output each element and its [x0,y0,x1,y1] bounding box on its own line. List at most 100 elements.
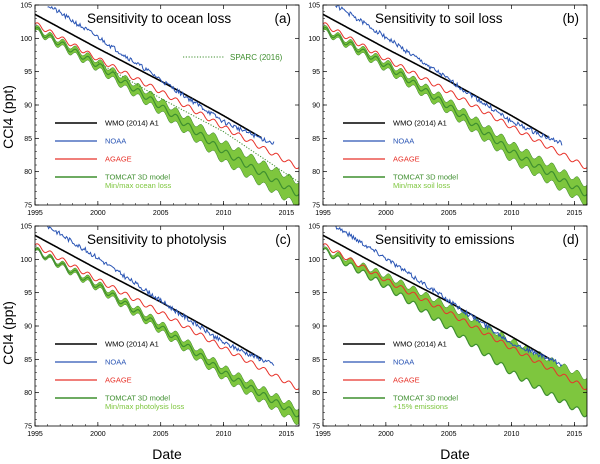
legend-label: TOMCAT 3D model [105,173,170,182]
legend-label: AGAGE [105,155,132,164]
y-tick-label: 95 [24,69,32,76]
y-tick-label: 75 [312,203,320,210]
x-axis-title-right: Date [440,446,470,462]
x-tick-label: 2010 [504,431,520,438]
panel-letter: (d) [563,232,580,247]
x-tick-label: 2000 [378,431,394,438]
legend-label-band: Min/max ocean loss [105,181,172,190]
series-agage [323,22,587,169]
x-tick-label: 2005 [153,431,169,438]
x-tick-label: 2010 [216,210,232,217]
y-tick-label: 85 [24,136,32,143]
legend-label: AGAGE [105,376,132,385]
legend-label: AGAGE [393,155,420,164]
legend-label: WMO (2014) A1 [393,119,447,128]
y-tick-label: 85 [312,136,320,143]
x-tick-label: 2015 [279,431,295,438]
panel-d: 1995 2000 2005 2010 2015 75 80 85 90 95 100 105 Sens… [308,224,588,438]
y-tick-label: 80 [24,390,32,397]
x-tick-label: 2015 [567,210,583,217]
y-axis-title-bottom: CCl4 (ppt) [0,301,16,365]
panel-a: 1995 2000 2005 2010 2015 75 80 85 90 95 100 105 Sens… [20,3,300,217]
legend-label: WMO (2014) A1 [105,119,159,128]
legend-label: TOMCAT 3D model [393,173,458,182]
series-tomcat-3d-model [35,247,299,418]
plot-area [323,5,587,205]
series-sparc-2016 [97,61,299,183]
y-tick-label: 80 [24,169,32,176]
y-tick-label: 80 [312,390,320,397]
panel-title: Sensitivity to emissions [375,232,515,247]
legend-label: NOAA [105,358,126,367]
legend-label-band: Min/max photolysis loss [105,402,184,411]
y-tick-label: 100 [308,36,320,43]
series-tomcat-3d-model [323,26,587,197]
y-tick-label: 85 [312,357,320,364]
series-tomcat-3d-model [323,247,587,418]
x-tick-label: 2005 [153,210,169,217]
legend-label-band: Min/max soil loss [393,181,450,190]
y-tick-label: 105 [308,3,320,10]
x-tick-label: 1995 [27,210,43,217]
x-tick-label: 2005 [441,431,457,438]
x-tick-label: 2005 [441,210,457,217]
y-tick-label: 95 [312,290,320,297]
series-noaa [335,5,563,146]
x-tick-label: 1995 [315,210,331,217]
y-tick-label: 100 [20,36,32,43]
y-tick-label: 105 [308,224,320,231]
legend-label: NOAA [393,137,414,146]
series-noaa [47,5,275,145]
x-tick-label: 2000 [90,431,106,438]
x-tick-label: 2015 [567,431,583,438]
x-tick-label: 2010 [504,210,520,217]
x-axis-title-left: Date [152,446,182,462]
panel-title: Sensitivity to ocean loss [87,11,231,26]
y-tick-label: 90 [312,324,320,331]
y-tick-label: 75 [312,424,320,431]
chart-panels: 1995 2000 2005 2010 2015 75 80 85 90 95 100 105 Sens… [20,3,588,438]
y-tick-label: 75 [24,203,32,210]
y-tick-label: 75 [24,424,32,431]
panel-letter: (b) [563,11,580,26]
plot-area [35,5,299,205]
series-tomcat-3d-model [35,26,299,197]
series-noaa [47,226,275,366]
x-tick-label: 2010 [216,431,232,438]
y-tick-label: 100 [20,257,32,264]
series-agage [323,243,587,390]
legend-label: AGAGE [393,376,420,385]
plot-area [35,226,299,425]
panel-letter: (c) [275,232,291,247]
y-tick-label: 85 [24,357,32,364]
panel-title: Sensitivity to photolysis [87,232,227,247]
legend-label: WMO (2014) A1 [393,340,447,349]
y-axis-title-top: CCl4 (ppt) [0,85,16,149]
panel-title: Sensitivity to soil loss [375,11,503,26]
x-tick-label: 2015 [279,210,295,217]
y-tick-label: 95 [24,290,32,297]
panel-letter: (a) [275,11,292,26]
x-tick-label: 1995 [27,431,43,438]
legend-label: NOAA [105,137,126,146]
y-tick-label: 90 [24,324,32,331]
x-tick-label: 1995 [315,431,331,438]
series-agage [35,243,299,390]
panel-b: 1995 2000 2005 2010 2015 75 80 85 90 95 100 105 Sens… [308,3,588,217]
legend-label-band: +15% emissions [393,402,448,411]
legend-label: TOMCAT 3D model [105,394,170,403]
y-tick-label: 95 [312,69,320,76]
y-tick-label: 105 [20,224,32,231]
y-tick-label: 90 [312,103,320,110]
y-tick-label: 90 [24,103,32,110]
sparc-legend-label: SPARC (2016) [230,53,283,62]
y-tick-label: 80 [312,169,320,176]
plot-area [323,226,587,418]
legend-label: TOMCAT 3D model [393,394,458,403]
y-tick-label: 100 [308,257,320,264]
x-tick-label: 2000 [90,210,106,217]
series-wmo-2014-a1 [323,234,550,360]
series-wmo-2014-a1 [323,13,550,139]
series-wmo-2014-a1 [35,13,262,139]
